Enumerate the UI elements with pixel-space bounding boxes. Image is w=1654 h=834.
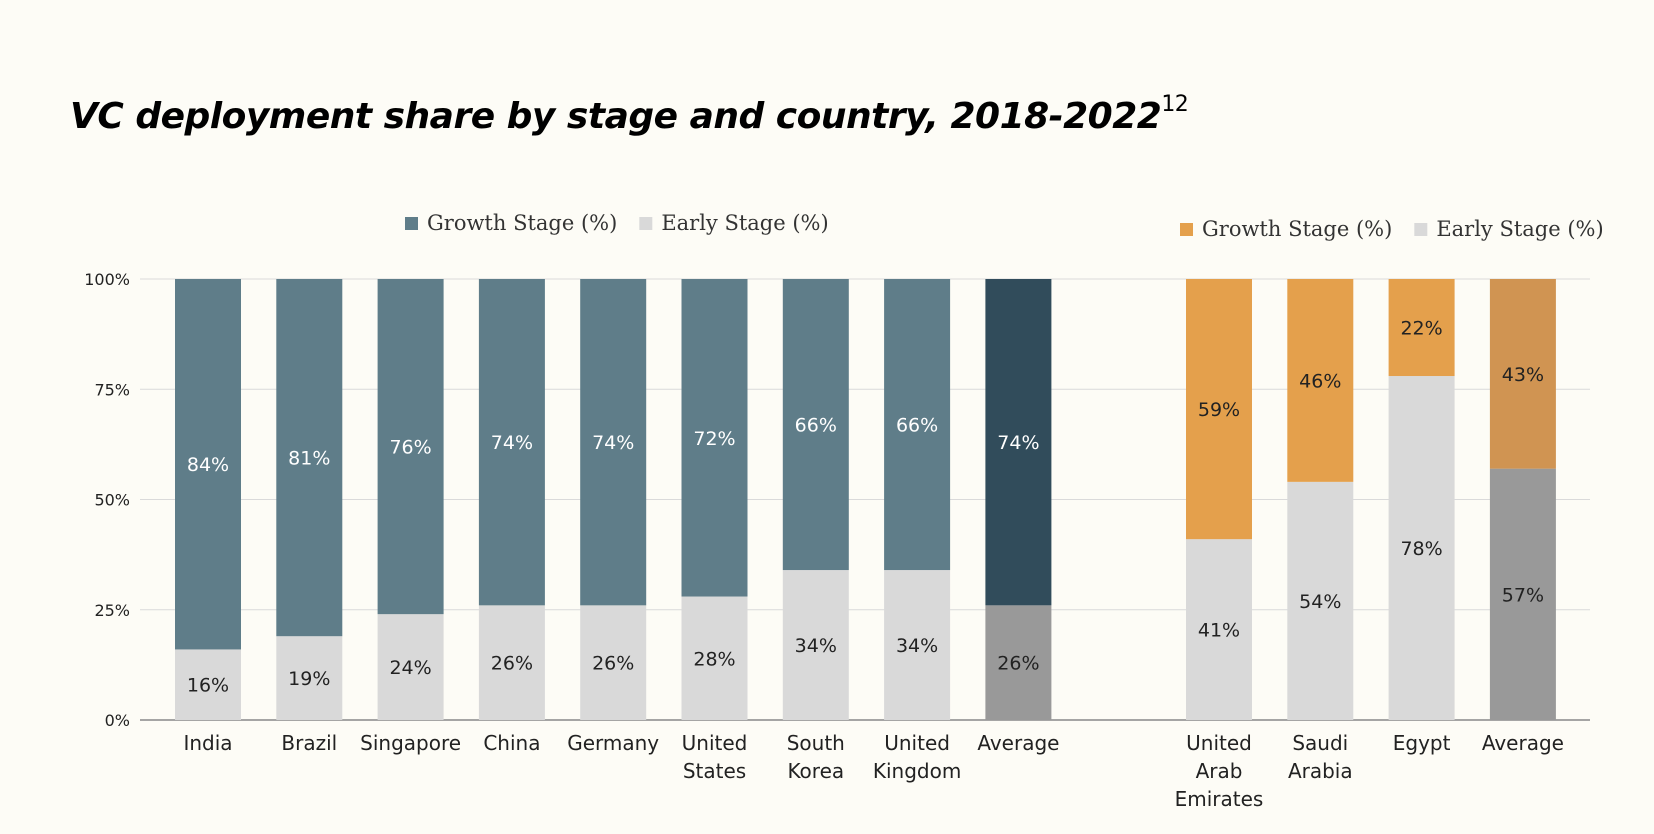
bar-early-mena-egypt [1388, 376, 1455, 720]
data-label-early: 16% [187, 675, 229, 697]
data-label-growth: 72% [693, 428, 735, 450]
data-label-growth: 66% [896, 415, 938, 437]
bar-early-mena-united-arab-emirates [1186, 539, 1252, 720]
bar-growth-mena-average [1489, 279, 1556, 469]
bar-growth-global-united-kingdom [884, 279, 951, 571]
data-label-growth: 59% [1198, 399, 1240, 421]
bar-early-global-south-korea [782, 570, 849, 720]
data-label-growth: 74% [592, 432, 634, 454]
bar-growth-global-average [985, 279, 1052, 606]
bar-growth-mena-united-arab-emirates [1186, 279, 1252, 540]
bar-growth-mena-egypt [1388, 279, 1455, 377]
legend-label-growth: Growth Stage (%) [427, 211, 617, 235]
y-tick-label: 0% [105, 711, 130, 730]
bar-early-global-united-states [681, 596, 748, 720]
data-label-early: 19% [288, 668, 330, 690]
legend-swatch-growth [1180, 223, 1193, 236]
bar-early-global-average [985, 605, 1052, 720]
y-tick-label: 25% [94, 601, 130, 620]
chart-title: VC deployment share by stage and country… [70, 92, 1189, 137]
bar-early-mena-average [1489, 468, 1556, 720]
bar-early-global-united-kingdom [884, 570, 951, 720]
data-label-early: 41% [1198, 620, 1240, 642]
x-category-label: Germany [567, 731, 659, 755]
y-tick-label: 75% [94, 380, 130, 399]
y-tick-label: 100% [84, 270, 130, 289]
data-label-early: 24% [389, 657, 431, 679]
x-category-label: Saudi Arabia [1288, 731, 1353, 783]
legend-swatch-growth [405, 217, 418, 230]
data-label-growth: 43% [1502, 364, 1544, 386]
x-category-label: Average [977, 731, 1059, 755]
bar-growth-global-singapore [377, 279, 444, 615]
data-label-early: 28% [693, 648, 735, 670]
x-category-label: United States [682, 731, 748, 783]
bar-growth-global-brazil [276, 279, 343, 637]
data-label-early: 78% [1400, 538, 1442, 560]
data-label-growth: 22% [1400, 318, 1442, 340]
bar-growth-global-south-korea [782, 279, 849, 571]
data-label-early: 26% [592, 653, 634, 675]
data-label-growth: 74% [997, 432, 1039, 454]
data-label-growth: 74% [491, 432, 533, 454]
title-footnote: 12 [1161, 92, 1189, 117]
legend-label-early: Early Stage (%) [1436, 217, 1603, 241]
bar-growth-global-china [478, 279, 545, 606]
x-category-label: India [183, 731, 232, 755]
bar-early-global-india [175, 649, 241, 720]
bar-growth-global-india [175, 279, 241, 650]
x-category-label: United Arab Emirates [1175, 731, 1264, 811]
x-category-label: South Korea [787, 731, 845, 783]
data-label-growth: 46% [1299, 370, 1341, 392]
data-label-early: 26% [491, 653, 533, 675]
bar-growth-global-germany [580, 279, 647, 606]
data-label-early: 26% [997, 653, 1039, 675]
data-label-growth: 76% [389, 437, 431, 459]
x-category-label: China [483, 731, 540, 755]
x-category-label: Average [1482, 731, 1564, 755]
x-category-label: United Kingdom [873, 731, 961, 783]
legend-label-growth: Growth Stage (%) [1202, 217, 1392, 241]
data-label-early: 57% [1502, 584, 1544, 606]
chart-title-text: VC deployment share by stage and country… [70, 96, 1162, 137]
legend-swatch-early [1414, 223, 1428, 236]
x-category-label: Egypt [1393, 731, 1451, 755]
data-label-growth: 66% [795, 415, 837, 437]
bar-early-global-china [478, 605, 545, 720]
y-tick-label: 50% [94, 491, 130, 510]
bar-growth-global-united-states [681, 279, 748, 597]
bar-early-global-brazil [276, 636, 343, 720]
x-category-label: Singapore [360, 731, 461, 755]
data-label-early: 34% [896, 635, 938, 657]
bar-early-global-germany [580, 605, 647, 720]
data-label-early: 54% [1299, 591, 1341, 613]
data-label-growth: 84% [187, 454, 229, 476]
x-category-label: Brazil [281, 731, 337, 755]
bar-early-global-singapore [377, 614, 444, 720]
bar-growth-mena-saudi-arabia [1287, 279, 1354, 482]
bar-early-mena-saudi-arabia [1287, 481, 1354, 720]
legend-label-early: Early Stage (%) [661, 211, 828, 235]
data-label-early: 34% [795, 635, 837, 657]
data-label-growth: 81% [288, 448, 330, 470]
legend-swatch-early [639, 217, 653, 230]
